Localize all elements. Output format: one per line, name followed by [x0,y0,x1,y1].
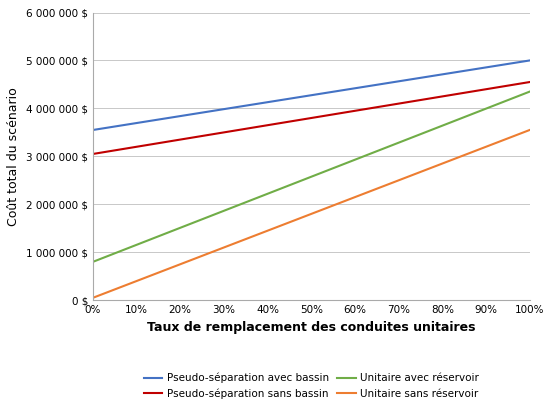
Unitaire sans réservoir [177,262,183,267]
Line: Pseudo-séparation sans bassin: Pseudo-séparation sans bassin [93,82,530,154]
X-axis label: Taux de remplacement des conduites unitaires: Taux de remplacement des conduites unita… [147,321,476,334]
Unitaire sans réservoir [90,295,96,300]
Unitaire avec réservoir [177,225,183,230]
Line: Unitaire sans réservoir: Unitaire sans réservoir [93,130,530,298]
Unitaire avec réservoir [395,140,402,145]
Unitaire sans réservoir [264,228,271,233]
Pseudo-séparation sans bassin [352,108,358,113]
Unitaire sans réservoir [308,211,314,216]
Unitaire avec réservoir [352,157,358,162]
Pseudo-séparation sans bassin [395,101,402,106]
Pseudo-séparation avec bassin [90,128,96,133]
Pseudo-séparation avec bassin [264,100,271,105]
Unitaire avec réservoir [90,259,96,264]
Pseudo-séparation sans bassin [221,130,227,135]
Pseudo-séparation avec bassin [395,79,402,84]
Legend: Pseudo-séparation avec bassin, Pseudo-séparation sans bassin, Unitaire avec rése: Pseudo-séparation avec bassin, Pseudo-sé… [139,369,483,403]
Unitaire avec réservoir [308,174,314,179]
Pseudo-séparation sans bassin [526,80,533,85]
Pseudo-séparation avec bassin [483,65,489,70]
Unitaire avec réservoir [264,191,271,196]
Pseudo-séparation avec bassin [133,121,140,126]
Unitaire sans réservoir [221,245,227,250]
Pseudo-séparation sans bassin [133,144,140,149]
Unitaire avec réservoir [221,208,227,214]
Pseudo-séparation avec bassin [177,113,183,118]
Pseudo-séparation sans bassin [264,123,271,128]
Line: Unitaire avec réservoir: Unitaire avec réservoir [93,92,530,262]
Pseudo-séparation avec bassin [308,93,314,98]
Pseudo-séparation sans bassin [483,87,489,92]
Pseudo-séparation avec bassin [439,72,446,77]
Unitaire sans réservoir [439,161,446,166]
Unitaire avec réservoir [133,242,140,247]
Pseudo-séparation sans bassin [439,94,446,99]
Y-axis label: Coût total du scénario: Coût total du scénario [8,87,20,226]
Unitaire avec réservoir [439,123,446,128]
Pseudo-séparation avec bassin [352,86,358,91]
Unitaire avec réservoir [526,89,533,94]
Unitaire sans réservoir [483,144,489,149]
Pseudo-séparation avec bassin [221,107,227,112]
Pseudo-séparation sans bassin [308,116,314,121]
Unitaire avec réservoir [483,106,489,111]
Unitaire sans réservoir [526,128,533,133]
Pseudo-séparation sans bassin [90,151,96,156]
Unitaire sans réservoir [352,195,358,200]
Line: Pseudo-séparation avec bassin: Pseudo-séparation avec bassin [93,60,530,130]
Unitaire sans réservoir [395,178,402,183]
Unitaire sans réservoir [133,279,140,284]
Pseudo-séparation sans bassin [177,137,183,142]
Pseudo-séparation avec bassin [526,58,533,63]
